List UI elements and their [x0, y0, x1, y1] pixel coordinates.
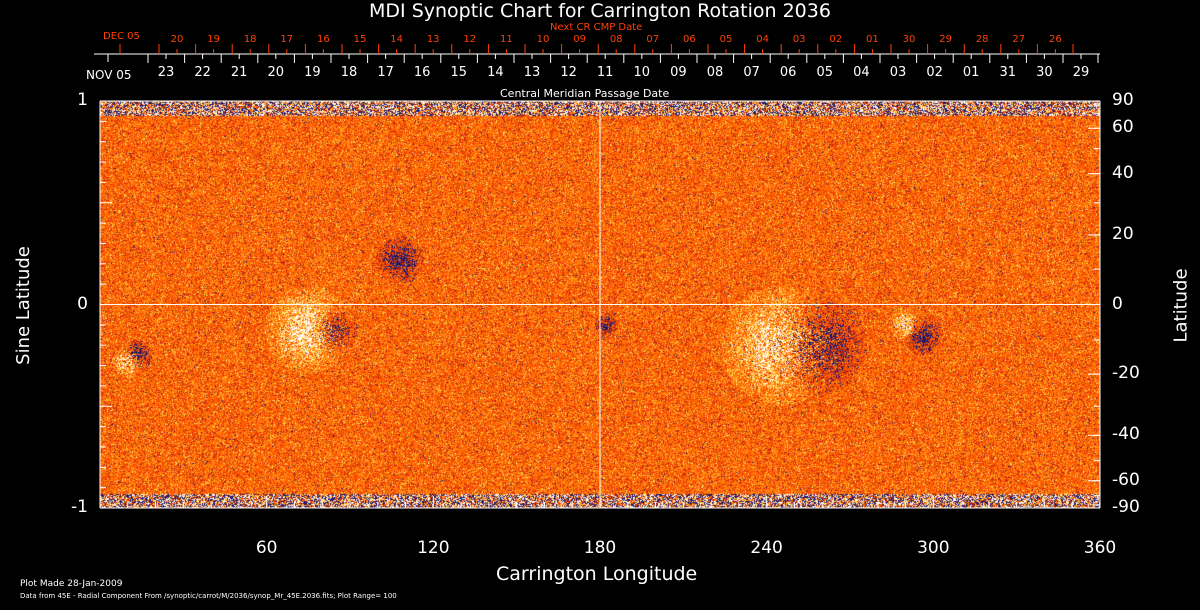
x-axis-label: Carrington Longitude — [496, 563, 697, 585]
cmp-date-label: 31 — [1000, 65, 1017, 80]
next-cmp-date-label: 04 — [756, 34, 769, 45]
next-cmp-date-label: 14 — [390, 34, 403, 45]
cmp-date-label: 20 — [268, 65, 285, 80]
next-cmp-date-label: 11 — [500, 34, 513, 45]
next-cmp-date-label: 06 — [683, 34, 696, 45]
next-cmp-date-label: 10 — [537, 34, 550, 45]
data-source: Data from 45E - Radial Component From /s… — [20, 592, 397, 600]
x-tick-label: 60 — [256, 538, 278, 558]
y-tick-label-right: 90 — [1112, 90, 1134, 110]
top-start-label: NOV 05 — [86, 68, 132, 82]
top-axis-label: Central Meridian Passage Date — [500, 87, 669, 100]
next-cmp-date-label: 28 — [976, 34, 989, 45]
cmp-date-label: 15 — [451, 65, 468, 80]
plot-made: Plot Made 28-Jan-2009 — [20, 579, 122, 589]
cmp-date-label: 05 — [817, 65, 834, 80]
synoptic-chart: MDI Synoptic Chart for Carrington Rotati… — [0, 0, 1200, 610]
y-tick-label-left: -1 — [71, 497, 88, 517]
next-cmp-date-label: 16 — [317, 34, 330, 45]
cmp-date-label: 08 — [707, 65, 724, 80]
cmp-date-label: 02 — [926, 65, 943, 80]
cmp-date-label: 14 — [487, 65, 504, 80]
next-cmp-date-label: 12 — [463, 34, 476, 45]
chart-title: MDI Synoptic Chart for Carrington Rotati… — [0, 0, 1200, 22]
cmp-date-label: 07 — [743, 65, 760, 80]
cmp-date-label: 29 — [1073, 65, 1090, 80]
y-tick-label-right: -40 — [1112, 424, 1140, 444]
y-tick-label-right: -20 — [1112, 363, 1140, 383]
y-axis-label-right: Latitude — [1171, 268, 1192, 342]
next-cmp-date-label: 03 — [793, 34, 806, 45]
next-cmp-date-label: 30 — [903, 34, 916, 45]
next-cmp-date-label: 08 — [610, 34, 623, 45]
x-tick-label: 180 — [584, 538, 616, 558]
next-cmp-date-label: 05 — [720, 34, 733, 45]
cmp-date-label: 22 — [194, 65, 211, 80]
cmp-date-label: 13 — [524, 65, 541, 80]
next-cmp-date-label: 18 — [244, 34, 257, 45]
cmp-date-label: 09 — [670, 65, 687, 80]
y-axis-label-left: Sine Latitude — [13, 246, 34, 365]
x-tick-label: 300 — [917, 538, 949, 558]
cmp-date-label: 10 — [634, 65, 651, 80]
cmp-date-label: 06 — [780, 65, 797, 80]
cmp-date-label: 21 — [231, 65, 248, 80]
next-cmp-date-label: 02 — [829, 34, 842, 45]
cmp-date-label: 18 — [341, 65, 358, 80]
y-tick-label-right: -60 — [1112, 470, 1140, 490]
next-cmp-date-label: 01 — [866, 34, 879, 45]
cmp-date-label: 11 — [597, 65, 614, 80]
cmp-date-label: 17 — [377, 65, 394, 80]
next-cmp-date-label: 19 — [207, 34, 220, 45]
next-cmp-date-label: 07 — [646, 34, 659, 45]
cmp-date-label: 30 — [1036, 65, 1053, 80]
x-tick-label: 120 — [417, 538, 449, 558]
next-cmp-date-label: 27 — [1012, 34, 1025, 45]
cmp-date-label: 16 — [414, 65, 431, 80]
next-cmp-date-label: 09 — [573, 34, 586, 45]
cmp-date-label: 03 — [890, 65, 907, 80]
cmp-date-label: 23 — [158, 65, 175, 80]
y-tick-label-right: -90 — [1112, 497, 1140, 517]
y-tick-label-right: 0 — [1112, 294, 1123, 314]
y-tick-label-right: 60 — [1112, 117, 1134, 137]
y-tick-label-left: 0 — [77, 294, 88, 314]
y-tick-label-right: 20 — [1112, 224, 1134, 244]
y-tick-label-right: 40 — [1112, 163, 1134, 183]
next-cmp-date-label: 26 — [1049, 34, 1062, 45]
cmp-date-label: 04 — [853, 65, 870, 80]
next-cmp-date-label: 29 — [939, 34, 952, 45]
next-cmp-date-label: 15 — [354, 34, 367, 45]
cmp-date-label: 19 — [304, 65, 321, 80]
next-cmp-date-label: 17 — [280, 34, 293, 45]
x-tick-label: 240 — [750, 538, 782, 558]
x-tick-label: 360 — [1084, 538, 1116, 558]
next-start-label: DEC 05 — [103, 31, 140, 42]
y-tick-label-left: 1 — [77, 90, 88, 110]
next-cmp-date-label: 20 — [171, 34, 184, 45]
next-cr-label: Next CR CMP Date — [550, 22, 642, 33]
cmp-date-label: 01 — [963, 65, 980, 80]
cmp-date-label: 12 — [560, 65, 577, 80]
next-cmp-date-label: 13 — [427, 34, 440, 45]
